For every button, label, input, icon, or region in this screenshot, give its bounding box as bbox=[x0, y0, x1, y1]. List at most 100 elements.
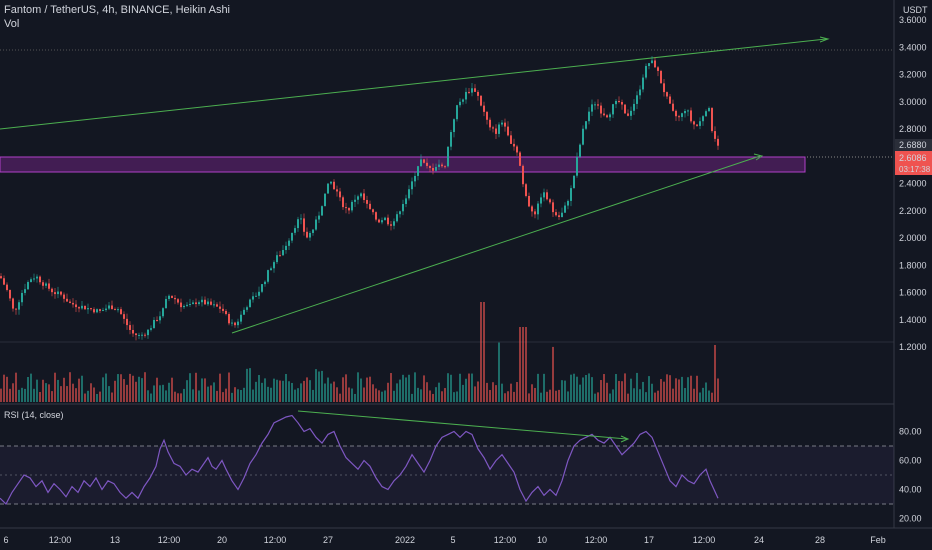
candle-body bbox=[33, 278, 35, 280]
chart-title: Fantom / TetherUS, 4h, BINANCE, Heikin A… bbox=[4, 4, 230, 16]
candle-body bbox=[198, 302, 200, 305]
volume-bar bbox=[516, 382, 518, 402]
candle-body bbox=[339, 191, 341, 198]
volume-bar bbox=[99, 391, 101, 402]
support-zone[interactable] bbox=[0, 156, 806, 173]
candle-body bbox=[333, 181, 335, 190]
volume-bar bbox=[351, 388, 353, 402]
volume-bar bbox=[60, 386, 62, 402]
volume-bar bbox=[123, 379, 125, 402]
volume-bar bbox=[159, 385, 161, 402]
volume-bar bbox=[423, 375, 425, 402]
volume-bar bbox=[174, 391, 176, 402]
volume-bar bbox=[543, 373, 545, 402]
volume-bar bbox=[465, 378, 467, 402]
candle-body bbox=[309, 232, 311, 238]
volume-bar bbox=[393, 390, 395, 402]
volume-bar bbox=[339, 393, 341, 402]
price-tick-label: 2.2000 bbox=[899, 206, 927, 216]
volume-bar bbox=[156, 377, 158, 402]
candle-body bbox=[249, 299, 251, 308]
volume-bar bbox=[636, 372, 638, 402]
candle-body bbox=[27, 282, 29, 290]
volume-bar bbox=[111, 392, 113, 402]
candle-body bbox=[225, 310, 227, 315]
volume-bar bbox=[552, 346, 554, 402]
candle-body bbox=[471, 88, 473, 93]
volume-bar bbox=[663, 381, 665, 402]
volume-bar bbox=[639, 389, 641, 402]
candle-body bbox=[558, 215, 560, 218]
candle-body bbox=[678, 116, 680, 118]
candle-body bbox=[30, 279, 32, 283]
volume-bar bbox=[702, 387, 704, 402]
rsi-tick-label: 20.00 bbox=[899, 514, 922, 524]
candle-body bbox=[432, 168, 434, 171]
volume-bar bbox=[57, 379, 59, 402]
candle-body bbox=[405, 198, 407, 205]
candle-body bbox=[288, 240, 290, 246]
candle-body bbox=[489, 119, 491, 128]
time-tick-label: 10 bbox=[537, 535, 547, 545]
candle-body bbox=[186, 304, 188, 306]
candle-body bbox=[567, 200, 569, 206]
candle-body bbox=[387, 217, 389, 225]
volume-bar bbox=[321, 370, 323, 402]
last-price-badge bbox=[895, 151, 932, 175]
rsi-divergence-line[interactable] bbox=[297, 410, 628, 440]
volume-bar bbox=[261, 382, 263, 402]
volume-bar bbox=[582, 377, 584, 402]
candle-body bbox=[600, 105, 602, 114]
volume-bar bbox=[645, 392, 647, 402]
volume-bar bbox=[30, 373, 32, 402]
volume-bar bbox=[480, 302, 482, 402]
volume-bar bbox=[387, 382, 389, 402]
candle-body bbox=[114, 309, 116, 311]
candle-body bbox=[507, 126, 509, 136]
candle-body bbox=[420, 159, 422, 167]
candle-body bbox=[57, 291, 59, 295]
volume-bar bbox=[495, 385, 497, 402]
candle-body bbox=[150, 328, 152, 330]
volume-bar bbox=[324, 383, 326, 402]
price-axis[interactable]: 3.60003.40003.20003.00002.80002.60002.40… bbox=[899, 15, 927, 352]
candle-body bbox=[0, 276, 2, 279]
time-axis[interactable]: 6 12:00 13 12:00 20 12:00 27 2022 5 12:00 10 12:00 1… bbox=[3, 535, 885, 545]
upper-trendline[interactable] bbox=[0, 38, 827, 130]
candle-body bbox=[648, 63, 650, 67]
volume-bar bbox=[585, 374, 587, 402]
volume-bar bbox=[42, 379, 44, 402]
rsi-axis[interactable]: 80.00 60.00 40.00 20.00 bbox=[899, 427, 922, 524]
lower-trendline[interactable] bbox=[231, 155, 761, 334]
volume-bar bbox=[153, 385, 155, 402]
candle-body bbox=[15, 308, 17, 310]
volume-bar bbox=[372, 384, 374, 402]
candle-body bbox=[450, 132, 452, 147]
volume-bar bbox=[147, 390, 149, 402]
volume-bar bbox=[591, 377, 593, 402]
volume-bar bbox=[27, 376, 29, 402]
volume-bar bbox=[498, 342, 500, 402]
candle-body bbox=[51, 288, 53, 293]
volume-bar bbox=[426, 382, 428, 402]
candle-body bbox=[696, 124, 698, 126]
candle-body bbox=[708, 108, 710, 112]
candle-body bbox=[531, 206, 533, 212]
volume-bar bbox=[549, 389, 551, 402]
candle-body bbox=[354, 199, 356, 202]
candle-body bbox=[375, 212, 377, 220]
volume-bar bbox=[246, 368, 248, 402]
candle-body bbox=[633, 103, 635, 111]
price-tick-label: 1.2000 bbox=[899, 342, 927, 352]
volume-bar bbox=[69, 372, 71, 402]
candle-body bbox=[465, 91, 467, 100]
volume-bar bbox=[441, 391, 443, 402]
volume-bar bbox=[273, 378, 275, 402]
candle-body bbox=[555, 212, 557, 216]
candle-body bbox=[585, 121, 587, 129]
candle-body bbox=[435, 166, 437, 171]
candle-body bbox=[348, 208, 350, 211]
candle-body bbox=[312, 229, 314, 233]
volume-bar bbox=[537, 373, 539, 402]
